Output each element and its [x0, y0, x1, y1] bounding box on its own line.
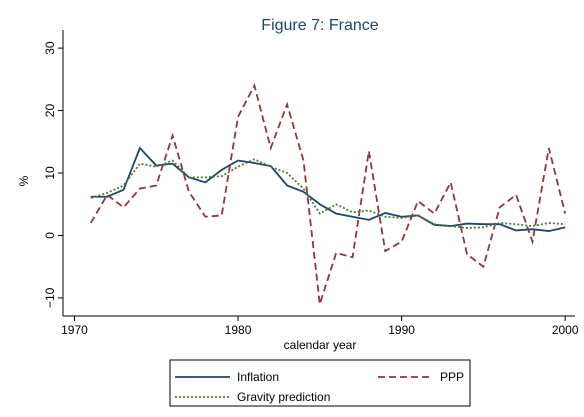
series-line — [90, 146, 566, 232]
y-tick-label: 30 — [43, 41, 57, 55]
y-axis-label: % — [17, 175, 31, 186]
series-line — [90, 158, 566, 229]
y-tick-label: 10 — [43, 166, 57, 180]
legend — [169, 359, 471, 407]
x-axis-label: calendar year — [284, 338, 357, 352]
legend-label: Inflation — [237, 370, 279, 384]
y-tick-label: −10 — [43, 287, 57, 308]
legend-label: PPP — [440, 370, 464, 384]
x-tick-label: 1980 — [225, 323, 252, 337]
chart-title: Figure 7: France — [261, 17, 378, 34]
legend-label: Gravity prediction — [237, 390, 330, 404]
y-tick-label: 20 — [43, 104, 57, 118]
series-line — [90, 83, 567, 305]
x-tick-label: 1970 — [61, 323, 88, 337]
y-tick-label: 0 — [43, 232, 57, 239]
x-tick-label: 1990 — [388, 323, 415, 337]
x-tick-label: 2000 — [552, 323, 579, 337]
